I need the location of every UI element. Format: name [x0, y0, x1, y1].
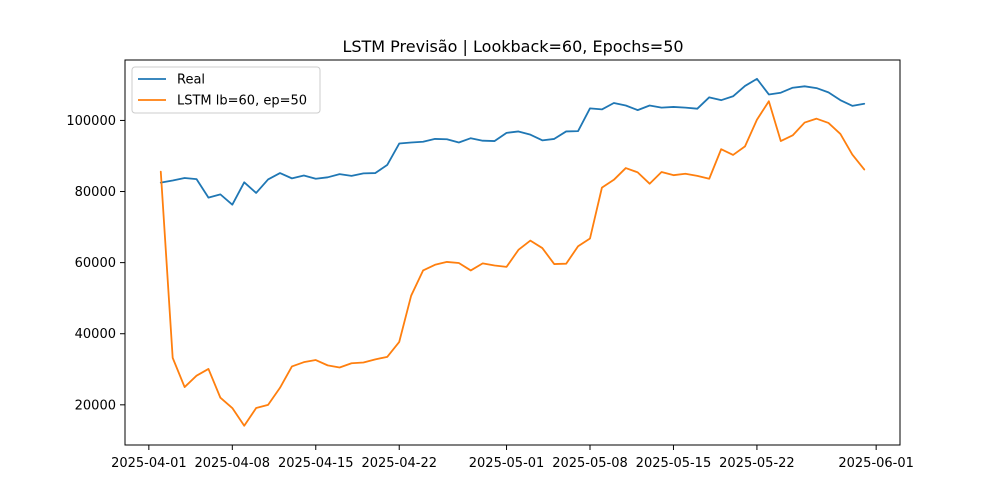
y-tick-label: 20000: [75, 398, 116, 413]
chart-title: LSTM Previsão | Lookback=60, Epochs=50: [342, 37, 683, 56]
x-axis: 2025-04-01 2025-04-08 2025-04-15 2025-04-22…: [111, 445, 914, 471]
x-tick-label: 2025-05-15: [636, 456, 712, 471]
x-tick-label: 2025-04-15: [278, 456, 354, 471]
x-tick-label: 2025-04-22: [361, 456, 437, 471]
x-tick-label: 2025-04-01: [111, 456, 187, 471]
y-tick-label: 100000: [66, 114, 116, 129]
x-tick-label: 2025-06-01: [838, 456, 914, 471]
series-line-lstm: [159, 100, 866, 427]
legend-label: LSTM lb=60, ep=50: [177, 94, 307, 109]
x-tick-label: 2025-05-08: [552, 456, 628, 471]
y-axis: 20000 40000 60000 80000 100000: [66, 114, 125, 413]
legend-label: Real: [177, 73, 205, 88]
series-line-real: [159, 77, 866, 206]
axes-frame: [124, 59, 901, 446]
x-tick-label: 2025-04-08: [195, 456, 271, 471]
y-tick-label: 80000: [75, 185, 116, 200]
plot-area: [159, 77, 866, 427]
legend: Real LSTM lb=60, ep=50: [131, 66, 321, 114]
legend-box: [131, 66, 321, 114]
x-tick-label: 2025-05-01: [469, 456, 545, 471]
x-tick-label: 2025-05-22: [719, 456, 795, 471]
y-tick-label: 40000: [75, 327, 116, 342]
y-tick-label: 60000: [75, 256, 116, 271]
